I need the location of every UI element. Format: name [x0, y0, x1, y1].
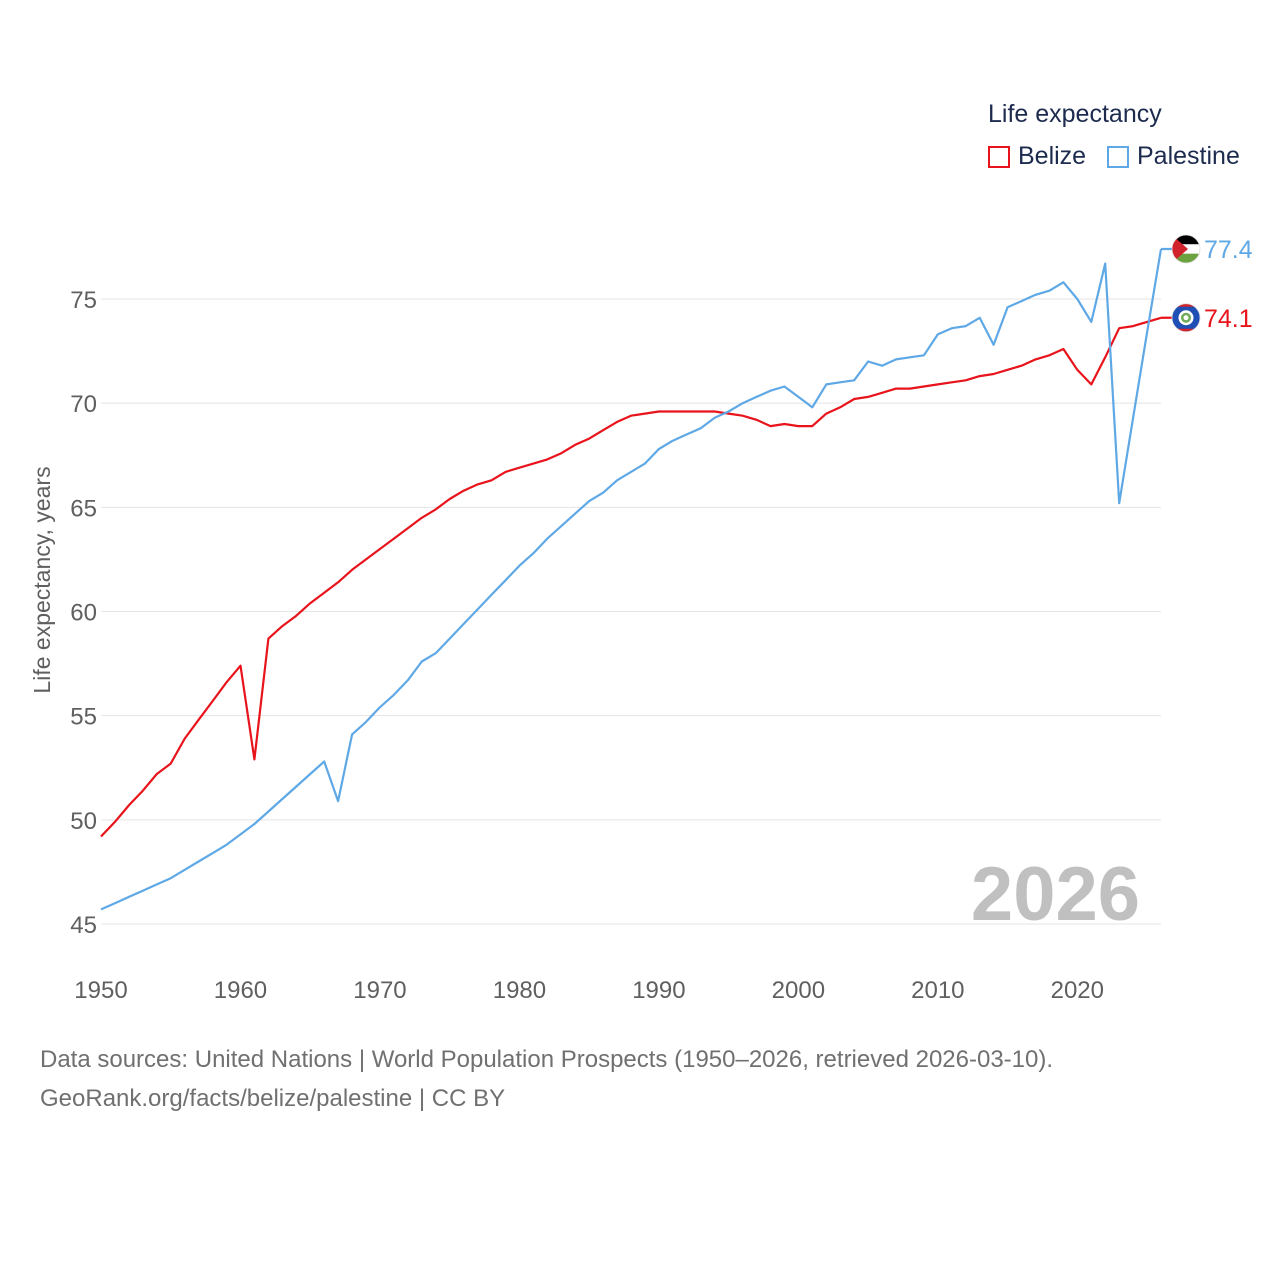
legend-item-palestine[interactable]: Palestine [1107, 142, 1240, 171]
x-tick-label: 2020 [1051, 977, 1104, 1004]
legend-swatch-palestine [1107, 145, 1129, 168]
series-end-markers: 74.1 77.4 [1161, 234, 1253, 333]
y-tick-label: 50 [70, 808, 97, 835]
end-value-label-palestine: 77.4 [1204, 236, 1253, 264]
y-axis-label: Life expectancy, years [29, 466, 55, 693]
x-tick-labels: 1950 1960 1970 1980 1990 2000 2010 2020 [74, 977, 1104, 1004]
y-tick-label: 45 [70, 912, 97, 939]
y-tick-labels: 45 50 55 60 65 70 75 [70, 287, 97, 939]
y-tick-label: 70 [70, 391, 97, 418]
grid-lines [101, 298, 1161, 925]
source-text: Data sources: United Nations | World Pop… [40, 1046, 1054, 1073]
legend-label-belize: Belize [1018, 142, 1087, 170]
x-tick-label: 1960 [214, 977, 267, 1004]
year-watermark: 2026 [971, 852, 1140, 937]
legend-swatch-belize [988, 145, 1010, 168]
x-tick-label: 1980 [493, 977, 546, 1004]
series-line-belize [100, 316, 1162, 838]
x-tick-label: 1970 [353, 977, 406, 1004]
legend-title: Life expectancy [988, 100, 1162, 128]
legend-label-palestine: Palestine [1137, 142, 1240, 170]
y-tick-label: 65 [70, 495, 97, 522]
belize-flag-icon [1171, 303, 1201, 333]
x-tick-label: 1950 [74, 977, 127, 1004]
y-tick-label: 55 [70, 704, 97, 731]
x-tick-label: 2000 [772, 977, 825, 1004]
source-link[interactable]: GeoRank.org/facts/belize/palestine | CC … [40, 1085, 506, 1112]
series-lines [100, 248, 1163, 911]
y-tick-label: 75 [70, 287, 97, 314]
end-value-label-belize: 74.1 [1204, 305, 1253, 333]
palestine-flag-icon [1171, 234, 1201, 264]
x-tick-label: 1990 [632, 977, 685, 1004]
series-line-palestine [100, 248, 1163, 911]
legend-item-belize[interactable]: Belize [988, 142, 1086, 171]
x-tick-label: 2010 [911, 977, 964, 1004]
y-tick-label: 60 [70, 600, 97, 627]
